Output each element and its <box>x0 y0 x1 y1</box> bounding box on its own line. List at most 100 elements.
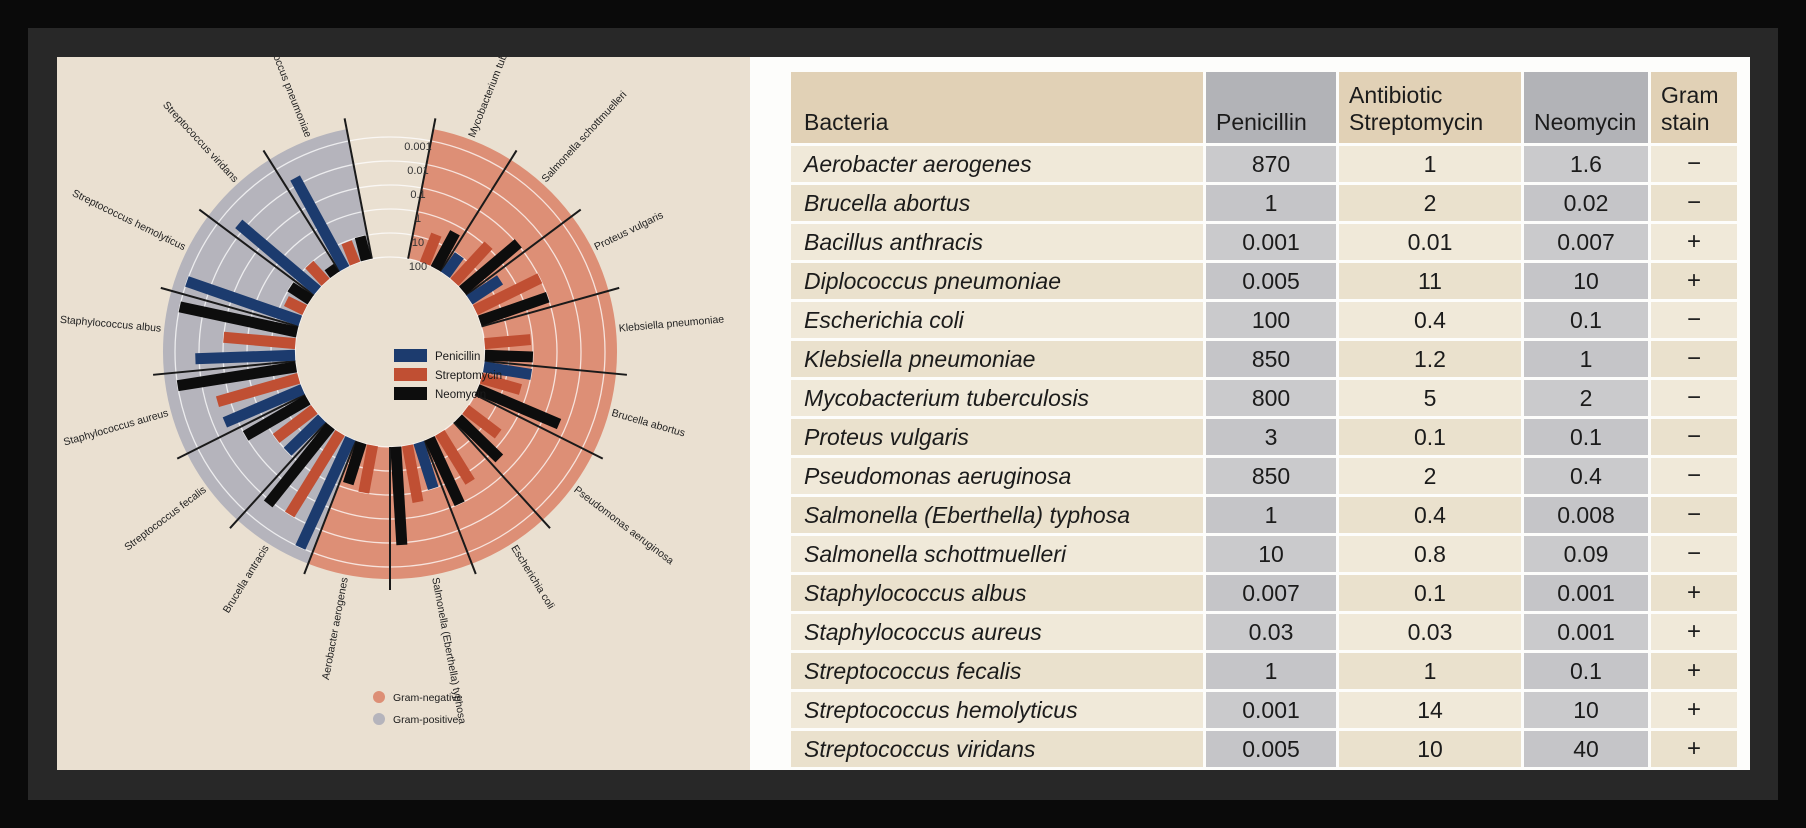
table-row-diplococcus-pneumoniae: Diplococcus pneumoniae 0.005 11 10 + <box>791 263 1737 299</box>
bar-streptomycin-mycobacterium-tuberculosis <box>419 232 442 266</box>
sector-label-brucella-abortus: Brucella abortus <box>610 407 686 440</box>
bacteria-cell: Klebsiella pneumoniae <box>791 341 1203 377</box>
table-row-streptococcus-fecalis: Streptococcus fecalis 1 1 0.1 + <box>791 653 1737 689</box>
sector-label-mycobacterium-tuberculosis: Mycobacterium tuberculosis <box>466 57 525 139</box>
streptomycin-cell: 0.4 <box>1339 302 1521 338</box>
penicillin-cell: 850 <box>1206 458 1336 494</box>
scale-tick-0.001: 0.001 <box>404 141 432 153</box>
streptomycin-cell: 2 <box>1339 185 1521 221</box>
scale-tick-0.01: 0.01 <box>407 165 428 177</box>
bar-penicillin-salmonella-schottmuelleri <box>440 252 464 279</box>
gram-cell: − <box>1651 497 1737 533</box>
bar-neomycin-diplococcus-pneumoniae <box>354 235 372 262</box>
bar-neomycin-salmonella-eberthella-typhosa <box>390 446 408 546</box>
bacteria-cell: Streptococcus hemolyticus <box>791 692 1203 728</box>
penicillin-cell: 0.03 <box>1206 614 1336 650</box>
streptomycin-cell: 0.4 <box>1339 497 1521 533</box>
gram-cell: + <box>1651 224 1737 260</box>
bar-streptomycin-brucella-abortus <box>479 372 522 395</box>
bar-streptomycin-salmonella-schottmuelleri <box>450 241 493 286</box>
bar-streptomycin-staphylococcus-aureus <box>215 372 301 407</box>
sector-label-aerobacter-aerogenes: Aerobacter aerogenes <box>320 576 351 680</box>
bar-neomycin-staphylococcus-aureus <box>176 361 298 392</box>
neomycin-cell: 0.1 <box>1524 419 1648 455</box>
sector-label-klebsiella-pneumoniae: Klebsiella pneumoniae <box>618 313 724 334</box>
sector-label-brucella-antracis: Brucella antracis <box>221 543 272 615</box>
gram-cell: − <box>1651 536 1737 572</box>
bacteria-cell: Diplococcus pneumoniae <box>791 263 1203 299</box>
penicillin-cell: 850 <box>1206 341 1336 377</box>
table-row-aerobacter-aerogenes: Aerobacter aerogenes 870 1 1.6− <box>791 146 1737 182</box>
sector-divider <box>176 393 306 460</box>
sector-label-diplococcus-pneumoniae: Diplococcus pneumoniae <box>260 57 314 139</box>
sector-label-streptococcus-viridans: Streptococcus viridans <box>160 99 240 185</box>
bacteria-cell: Streptococcus fecalis <box>791 653 1203 689</box>
bar-neomycin-streptococcus-fecalis <box>242 394 311 441</box>
table-row-salmonella-schottmuelleri: Salmonella schottmuelleri 10 0.8 0.09− <box>791 536 1737 572</box>
scale-tick-0.1: 0.1 <box>410 189 425 201</box>
streptomycin-cell: 5 <box>1339 380 1521 416</box>
gram-cell: + <box>1651 653 1737 689</box>
bacteria-cell: Brucella abortus <box>791 185 1203 221</box>
bar-neomycin-brucella-abortus <box>475 384 562 430</box>
table-row-salmonella-eberthella-typhosa: Salmonella (Eberthella) typhosa 1 0.4 0.008… <box>791 497 1737 533</box>
gram-cell: − <box>1651 185 1737 221</box>
table-row-staphylococcus-albus: Staphylococcus albus 0.007 0.1 0.001 + <box>791 575 1737 611</box>
penicillin-cell: 100 <box>1206 302 1336 338</box>
column-header-bacteria: Bacteria <box>791 72 1203 143</box>
bacteria-cell: Aerobacter aerogenes <box>791 146 1203 182</box>
antibiotics-table-panel: Bacteria Penicillin Antibiotic Streptomycin… <box>750 57 1750 770</box>
gram-cell: − <box>1651 458 1737 494</box>
bar-streptomycin-salmonella-eberthella-typhosa <box>402 444 424 503</box>
neomycin-cell: 40 <box>1524 731 1648 767</box>
bacteria-cell: Pseudomonas aeruginosa <box>791 458 1203 494</box>
penicillin-cell: 0.005 <box>1206 263 1336 299</box>
legend-swatch-penicillin <box>394 349 427 362</box>
bar-penicillin-staphylococcus-aureus <box>222 384 305 428</box>
gram-cell: − <box>1651 341 1737 377</box>
bar-streptomycin-proteus-vulgaris <box>472 273 543 316</box>
burtin-radial-chart: Mycobacterium tuberculosis Salmonella sch… <box>59 14 724 726</box>
sector-divider <box>474 393 604 460</box>
neomycin-cell: 10 <box>1524 692 1648 728</box>
gram-cell: − <box>1651 146 1737 182</box>
bar-neomycin-brucella-antracis <box>263 422 335 508</box>
neomycin-cell: 1 <box>1524 341 1648 377</box>
bar-streptomycin-pseudomonas-aeruginosa <box>462 405 502 439</box>
bar-penicillin-brucella-abortus <box>482 361 533 380</box>
scale-tick-1: 1 <box>415 213 421 225</box>
column-header-gram-stain: Gram stain <box>1651 72 1737 143</box>
bar-penicillin-streptococcus-fecalis <box>283 414 326 456</box>
neomycin-cell: 0.09 <box>1524 536 1648 572</box>
radial-chart-panel: Mycobacterium tuberculosis Salmonella sch… <box>57 14 750 770</box>
sector-divider <box>481 286 620 328</box>
table-row-mycobacterium-tuberculosis: Mycobacterium tuberculosis 800 5 2− <box>791 380 1737 416</box>
bar-penicillin-proteus-vulgaris <box>466 275 504 305</box>
bar-streptomycin-streptococcus-viridans <box>305 260 330 286</box>
sector-label-streptococcus-hemolyticus: Streptococcus hemolyticus <box>70 187 187 253</box>
bar-streptomycin-aerobacter-aerogenes <box>358 444 378 494</box>
column-header-penicillin: Penicillin <box>1206 72 1336 143</box>
table-row-pseudomonas-aeruginosa: Pseudomonas aeruginosa 850 2 0.4− <box>791 458 1737 494</box>
scale-tick-10: 10 <box>412 237 424 249</box>
sector-label-proteus-vulgaris: Proteus vulgaris <box>592 209 665 253</box>
column-header-antibiotic-streptomycin: Antibiotic Streptomycin <box>1339 72 1521 143</box>
penicillin-cell: 0.001 <box>1206 692 1336 728</box>
sector-label-streptococcus-fecalis: Streptococcus fecalis <box>122 484 208 554</box>
penicillin-cell: 3 <box>1206 419 1336 455</box>
dark-frame: Mycobacterium tuberculosis Salmonella sch… <box>28 14 1778 800</box>
bar-neomycin-mycobacterium-tuberculosis <box>430 230 460 272</box>
penicillin-cell: 0.007 <box>1206 575 1336 611</box>
bar-streptomycin-streptococcus-hemolyticus <box>283 296 308 316</box>
bar-streptomycin-staphylococcus-albus <box>223 331 296 350</box>
sector-divider <box>229 421 327 529</box>
streptomycin-cell: 1 <box>1339 653 1521 689</box>
legend-label-penicillin: Penicillin <box>435 351 480 363</box>
gram-cell: + <box>1651 263 1737 299</box>
bar-streptomycin-streptococcus-fecalis <box>272 405 318 443</box>
gram-cell: − <box>1651 380 1737 416</box>
penicillin-cell: 800 <box>1206 380 1336 416</box>
sector-divider <box>407 118 437 259</box>
streptomycin-cell: 2 <box>1339 458 1521 494</box>
bar-neomycin-streptococcus-hemolyticus <box>287 282 314 305</box>
